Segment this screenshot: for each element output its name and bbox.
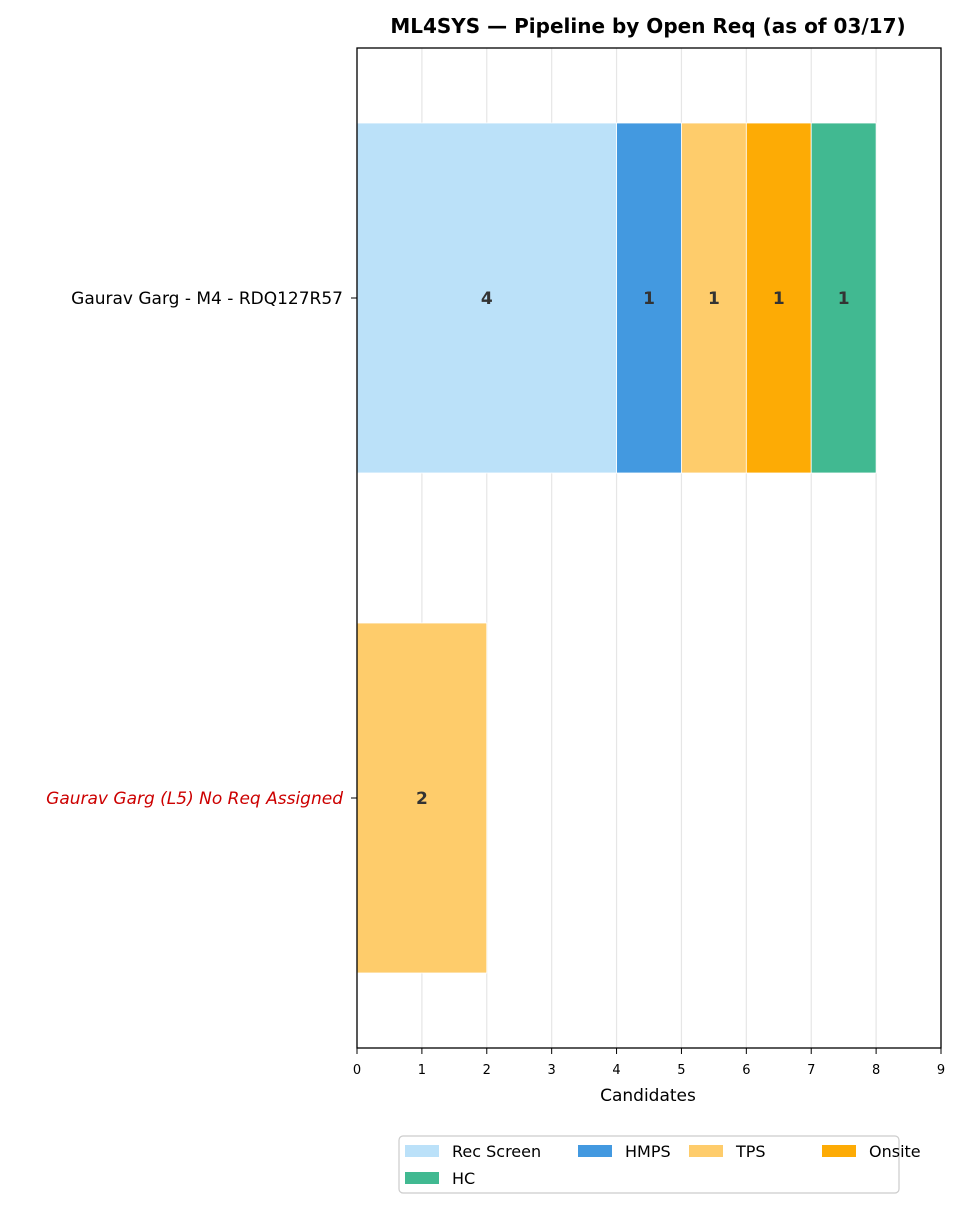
- legend-frame: [398, 1135, 900, 1194]
- legend-label: HC: [452, 1169, 475, 1188]
- legend-label: HMPS: [625, 1142, 671, 1161]
- data-label: 2: [416, 789, 428, 809]
- legend-swatch: [822, 1145, 856, 1157]
- x-tick-label: 0: [353, 1063, 361, 1078]
- data-label: 1: [643, 289, 655, 309]
- legend-label: Rec Screen: [452, 1142, 541, 1161]
- data-label: 4: [481, 289, 493, 309]
- legend-label: TPS: [735, 1142, 766, 1161]
- x-tick-label: 9: [937, 1063, 945, 1078]
- chart-title: ML4SYS — Pipeline by Open Req (as of 03/…: [390, 14, 905, 38]
- bar-layer: [356, 122, 877, 974]
- legend-swatch: [689, 1145, 723, 1157]
- x-tick-label: 1: [418, 1063, 426, 1078]
- x-tick-label: 6: [742, 1063, 750, 1078]
- y-tick-label: Gaurav Garg - M4 - RDQ127R57: [71, 289, 343, 309]
- bar-segment: [810, 122, 877, 474]
- x-tick-label: 2: [483, 1063, 491, 1078]
- bar-segment: [616, 122, 682, 474]
- x-axis-label: Candidates: [600, 1086, 696, 1106]
- bar-segment: [356, 622, 488, 974]
- data-label-layer: 4 1 1 1 1 2: [416, 289, 850, 809]
- x-tick-label: 4: [612, 1063, 620, 1078]
- bar-segment: [356, 122, 617, 474]
- legend: Rec Screen HMPS TPS Onsite HC: [398, 1135, 921, 1194]
- bar-segment: [745, 122, 812, 474]
- legend-swatch: [405, 1145, 439, 1157]
- legend-items: Rec Screen HMPS TPS Onsite HC: [405, 1142, 921, 1188]
- x-tick-label: 3: [548, 1063, 556, 1078]
- x-tick-label: 5: [677, 1063, 685, 1078]
- axis-layer: 0 1 2 3 4 5 6 7 8 9 Gaurav Garg - M4 - RDQ127R57 Ga…: [46, 289, 945, 1078]
- legend-swatch: [578, 1145, 612, 1157]
- data-label: 1: [773, 289, 785, 309]
- legend-swatch: [405, 1172, 439, 1184]
- data-label: 1: [838, 289, 850, 309]
- plot-frame: [356, 47, 942, 1049]
- x-tick-label: 8: [872, 1063, 880, 1078]
- bar-segment: [681, 122, 747, 474]
- y-tick-label: Gaurav Garg (L5) No Req Assigned: [46, 789, 343, 809]
- x-tick-label: 7: [807, 1063, 815, 1078]
- data-label: 1: [708, 289, 720, 309]
- legend-label: Onsite: [869, 1142, 921, 1161]
